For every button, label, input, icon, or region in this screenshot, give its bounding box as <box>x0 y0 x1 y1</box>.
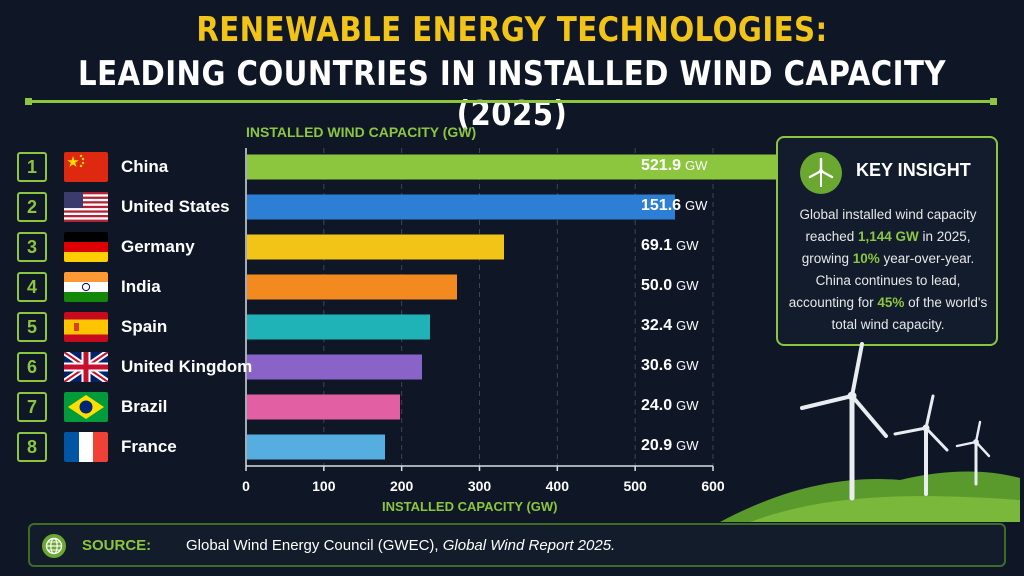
rank-badge: 5 <box>17 312 47 342</box>
key-insight-title: KEY INSIGHT <box>856 160 971 180</box>
bar-india <box>247 274 457 300</box>
bar-united-states <box>247 194 675 220</box>
data-label: 69.1 GW <box>641 237 699 254</box>
wind-turbine-icon <box>800 152 842 194</box>
wind-turbines-illustration <box>720 342 1020 522</box>
globe-icon <box>42 534 66 558</box>
flag-usa-icon <box>64 192 108 222</box>
data-label: 20.9 GW <box>641 437 699 454</box>
bar-united-kingdom <box>247 354 422 380</box>
category-label: Spain <box>121 317 168 336</box>
data-label: 24.0 GW <box>641 397 699 414</box>
x-tick-label: 200 <box>390 478 414 494</box>
rank-badge: 8 <box>17 432 47 462</box>
x-tick-label: 300 <box>468 478 492 494</box>
flag-france-icon <box>64 432 108 462</box>
key-insight-text: Global installed wind capacity reached 1… <box>788 207 988 332</box>
category-label: Germany <box>121 237 195 256</box>
flag-india-icon <box>64 272 108 302</box>
x-tick-label: 400 <box>546 478 570 494</box>
x-axis-label: INSTALLED CAPACITY (GW) <box>382 499 558 514</box>
rank-badge: 1 <box>17 152 47 182</box>
title-line-1: RENEWABLE ENERGY TECHNOLOGIES: <box>196 10 828 50</box>
title-divider <box>25 98 997 105</box>
bar-china <box>247 154 792 180</box>
flag-uk-icon <box>64 352 108 382</box>
bar-brazil <box>247 394 400 420</box>
bar-spain <box>247 314 430 340</box>
key-insight-panel: KEY INSIGHT Global installed wind capaci… <box>776 136 998 346</box>
data-label: 50.0 GW <box>641 277 699 294</box>
category-label: United States <box>121 197 230 216</box>
source-label: SOURCE: <box>82 537 152 554</box>
category-label: India <box>121 277 161 296</box>
flag-brazil-icon <box>64 392 108 422</box>
title-line-2: LEADING COUNTRIES IN INSTALLED WIND CAPA… <box>78 54 946 134</box>
rank-badge: 4 <box>17 272 47 302</box>
bar-germany <box>247 234 504 260</box>
data-label: 30.6 GW <box>641 357 699 374</box>
x-tick-label: 0 <box>242 478 250 494</box>
flag-china-icon <box>64 152 108 182</box>
source-footer: SOURCE: Global Wind Energy Council (GWEC… <box>28 523 1006 567</box>
rank-badge: 7 <box>17 392 47 422</box>
data-label: 151.6 GW <box>641 197 708 214</box>
category-label: Brazil <box>121 397 168 416</box>
turbine-medium <box>893 394 949 496</box>
rank-badge: 3 <box>17 232 47 262</box>
category-label: United Kingdom <box>121 357 253 376</box>
rank-badge: 6 <box>17 352 47 382</box>
data-label: 32.4 GW <box>641 317 699 334</box>
chart-title: INSTALLED WIND CAPACITY (GW) <box>246 124 477 140</box>
x-tick-label: 600 <box>701 478 725 494</box>
category-label: China <box>121 157 169 176</box>
turbine-large <box>800 342 888 501</box>
flag-spain-icon <box>64 312 108 342</box>
source-text: Global Wind Energy Council (GWEC), Globa… <box>186 537 616 554</box>
turbine-small <box>955 420 991 486</box>
flag-germany-icon <box>64 232 108 262</box>
bar-france <box>247 434 385 460</box>
data-label: 521.9 GW <box>641 157 708 174</box>
source-report: Global Wind Report 2025. <box>442 537 616 554</box>
rank-badge: 2 <box>17 192 47 222</box>
x-tick-label: 100 <box>312 478 336 494</box>
x-tick-label: 500 <box>623 478 647 494</box>
category-label: France <box>121 437 177 456</box>
